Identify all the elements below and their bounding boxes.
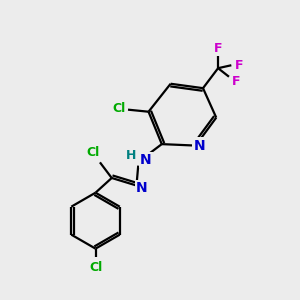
Text: F: F: [214, 42, 222, 55]
Text: Cl: Cl: [86, 146, 100, 159]
Text: H: H: [126, 148, 136, 161]
Text: F: F: [232, 75, 241, 88]
Text: Cl: Cl: [89, 261, 102, 274]
Text: N: N: [194, 139, 205, 153]
Text: N: N: [136, 181, 148, 195]
Text: F: F: [235, 59, 244, 72]
Text: N: N: [140, 153, 152, 167]
Text: Cl: Cl: [112, 102, 125, 115]
